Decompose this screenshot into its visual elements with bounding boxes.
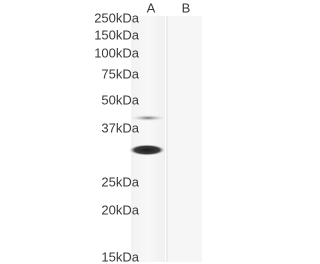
lane-label: A [147, 0, 156, 15]
marker-label: 25kDa [101, 174, 139, 189]
marker-label: 75kDa [101, 66, 139, 81]
marker-label: 37kDa [101, 120, 139, 135]
marker-label: 20kDa [101, 202, 139, 217]
band-strong [129, 144, 165, 156]
lane-b [168, 16, 202, 262]
western-blot: 250kDa 150kDa 100kDa 75kDa 50kDa 37kDa 25kDa 20… [94, 0, 202, 264]
page: {"blot": { "lanes": ["A", "B"], "markers… [94, 0, 202, 264]
lane-label: B [182, 0, 191, 15]
marker-label: 15kDa [101, 249, 139, 264]
marker-label: 250kDa [94, 10, 140, 25]
marker-label: 50kDa [101, 92, 139, 107]
lane-a [131, 16, 165, 262]
marker-label: 100kDa [94, 45, 140, 60]
labels: 250kDa 150kDa 100kDa 75kDa 50kDa 37kDa 25kDa 20… [94, 0, 190, 264]
band-weak [131, 115, 165, 121]
marker-label: 150kDa [94, 27, 140, 42]
